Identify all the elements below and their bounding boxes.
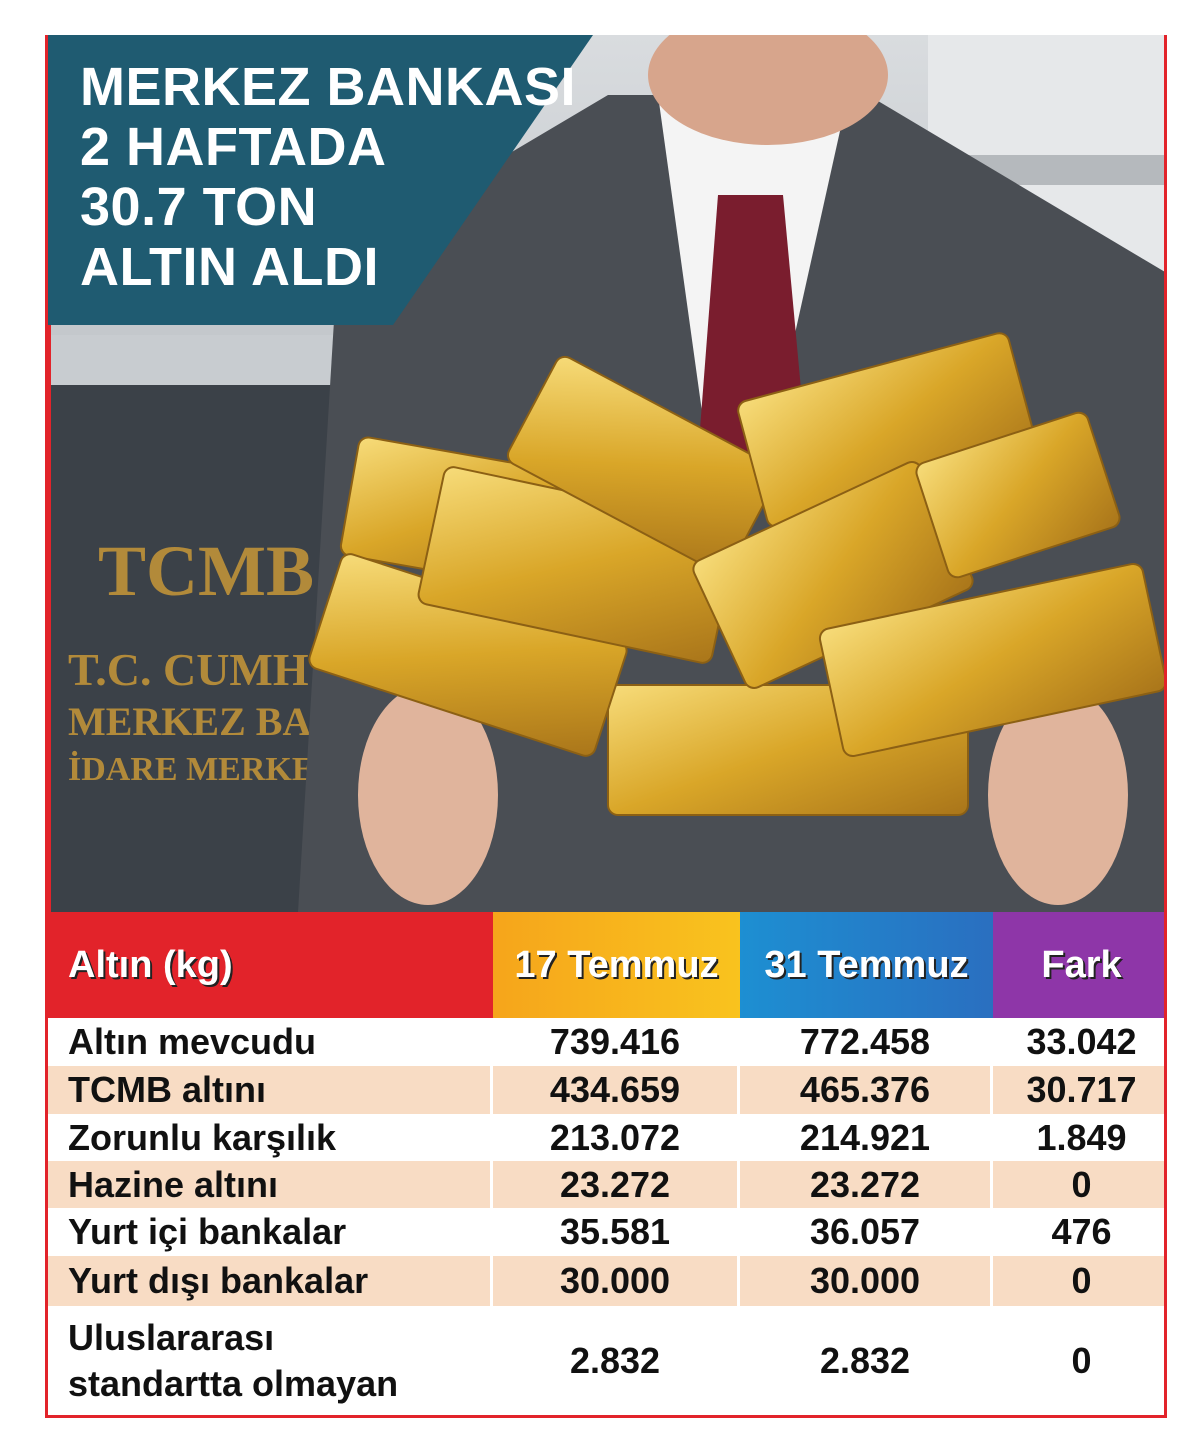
cell-value: 2.832: [493, 1306, 740, 1415]
headline-line: ALTIN ALDI: [80, 237, 379, 297]
sign-text: İDARE MERKEZİ: [68, 750, 350, 788]
cell-value: 739.416: [493, 1018, 740, 1066]
table-row: Uluslararası standartta olmayan 2.832 2.83…: [48, 1306, 1164, 1415]
header-row: Altın (kg) 17 Temmuz 31 Temmuz Fark: [48, 912, 1164, 1018]
row-label: Uluslararası standartta olmayan: [48, 1306, 493, 1415]
column-header: 17 Temmuz: [493, 912, 740, 1018]
row-label: Yurt içi bankalar: [48, 1208, 493, 1256]
cell-value: 772.458: [740, 1018, 993, 1066]
table-row: Zorunlu karşılık 213.072 214.921 1.849: [48, 1114, 1164, 1161]
cell-value: 0: [993, 1161, 1164, 1208]
table-row: Yurt içi bankalar 35.581 36.057 476: [48, 1208, 1164, 1256]
cell-value: 476: [993, 1208, 1164, 1256]
table-row: Hazine altını 23.272 23.272 0: [48, 1161, 1164, 1208]
column-header: 31 Temmuz: [740, 912, 993, 1018]
cell-value: 2.832: [740, 1306, 993, 1415]
photo: TCMB T.C. CUMHURİYET MERKEZ BANKASI İDAR…: [48, 35, 1164, 912]
cell-value: 30.000: [740, 1256, 993, 1306]
headline-line: MERKEZ BANKASI: [80, 57, 577, 117]
cell-value: 465.376: [740, 1066, 993, 1114]
column-header: Fark: [993, 912, 1164, 1018]
cell-value: 434.659: [493, 1066, 740, 1114]
row-label: Altın mevcudu: [48, 1018, 493, 1066]
row-label: TCMB altını: [48, 1066, 493, 1114]
cell-value: 0: [993, 1306, 1164, 1415]
row-label: Hazine altını: [48, 1161, 493, 1208]
cell-value: 30.717: [993, 1066, 1164, 1114]
infographic: TCMB T.C. CUMHURİYET MERKEZ BANKASI İDAR…: [45, 35, 1167, 1418]
row-label: Yurt dışı bankalar: [48, 1256, 493, 1306]
cell-value: 36.057: [740, 1208, 993, 1256]
row-label: Zorunlu karşılık: [48, 1114, 493, 1161]
gold-table: Altın (kg) 17 Temmuz 31 Temmuz Fark Altın me…: [48, 912, 1164, 1415]
cell-value: 0: [993, 1256, 1164, 1306]
title-box: [48, 35, 593, 325]
table-row: TCMB altını 434.659 465.376 30.717: [48, 1066, 1164, 1114]
cell-value: 213.072: [493, 1114, 740, 1161]
headline: MERKEZ BANKASI 2 HAFTADA 30.7 TON ALTIN ALD…: [80, 57, 576, 297]
table-row: Altın mevcudu 739.416 772.458 33.042: [48, 1018, 1164, 1066]
cell-value: 23.272: [740, 1161, 993, 1208]
cell-value: 214.921: [740, 1114, 993, 1161]
sign-logo: TCMB: [98, 531, 314, 611]
headline-line: 30.7 TON: [80, 177, 318, 237]
column-header: Altın (kg): [48, 912, 493, 1018]
cell-value: 23.272: [493, 1161, 740, 1208]
cell-value: 30.000: [493, 1256, 740, 1306]
cell-value: 35.581: [493, 1208, 740, 1256]
cell-value: 1.849: [993, 1114, 1164, 1161]
table-row: Yurt dışı bankalar 30.000 30.000 0: [48, 1256, 1164, 1306]
headline-line: 2 HAFTADA: [80, 117, 387, 177]
cell-value: 33.042: [993, 1018, 1164, 1066]
